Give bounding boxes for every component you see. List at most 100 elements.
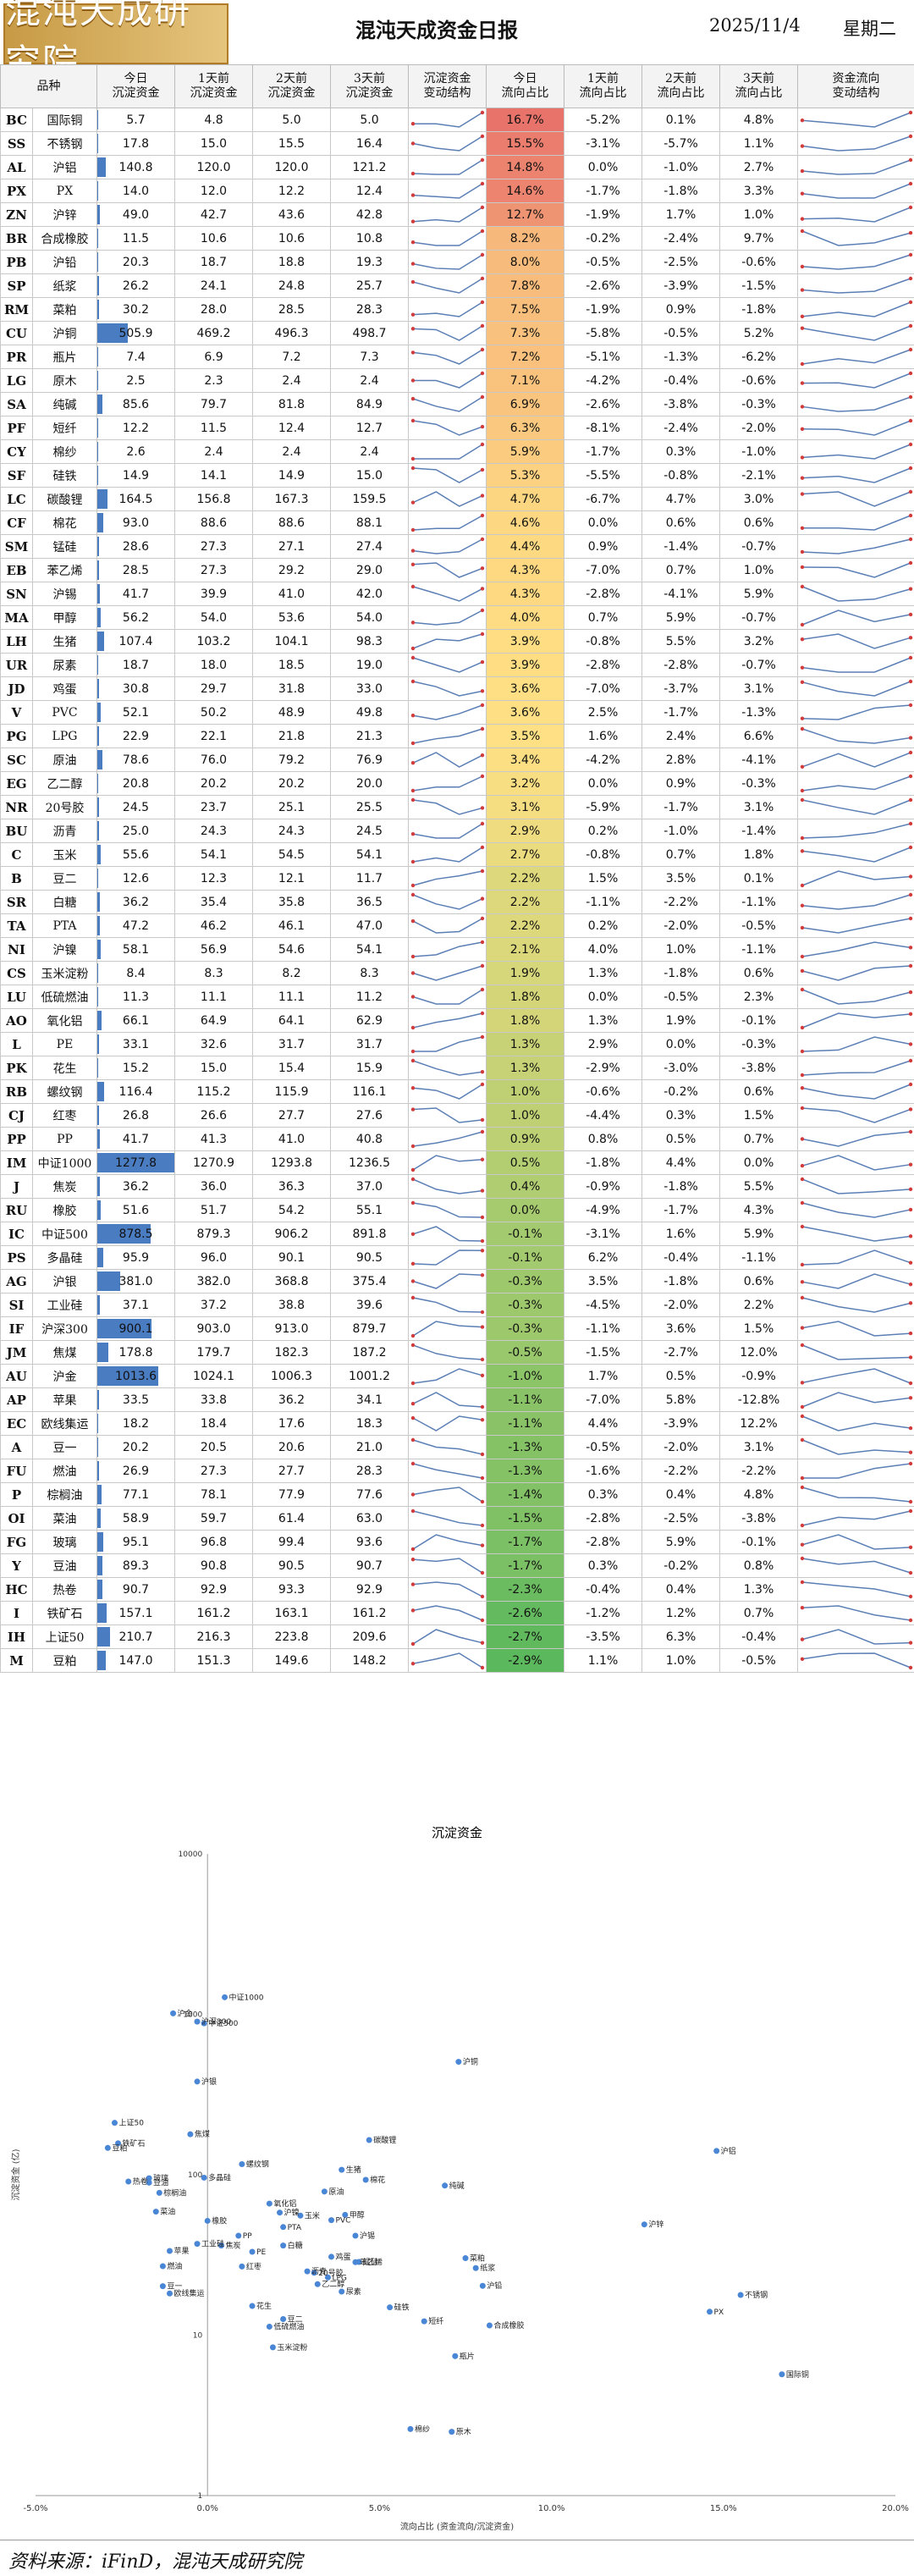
position-3d-ago: 40.8 bbox=[330, 1127, 409, 1151]
flow-trend-sparkline bbox=[800, 1012, 913, 1030]
flow-today: -1.0% bbox=[486, 1364, 564, 1388]
scatter-point-label: 不锈钢 bbox=[745, 2290, 768, 2300]
sparkline bbox=[801, 159, 911, 175]
flow-3d-ago: -0.7% bbox=[719, 653, 798, 677]
column-header: 1天前 沉淀资金 bbox=[174, 64, 253, 108]
sparkline bbox=[412, 1155, 483, 1171]
position-trend bbox=[408, 155, 487, 179]
contract-name: 沪铜 bbox=[32, 321, 97, 345]
column-header: 品种 bbox=[0, 64, 97, 108]
scatter-point bbox=[111, 2120, 118, 2126]
position-today: 12.2 bbox=[96, 416, 175, 440]
position-value: 41.7 bbox=[122, 1132, 150, 1146]
sparkline-end-marker bbox=[908, 157, 913, 163]
table-row: SM 锰硅 28.6 27.3 27.1 27.4 4.4% 0.9% -1.4% -0.7% bbox=[0, 534, 914, 559]
position-data-bar bbox=[97, 1580, 103, 1599]
sparkline-start-marker bbox=[800, 1177, 805, 1182]
position-data-bar bbox=[97, 489, 107, 509]
flow-2d-ago: 2.4% bbox=[641, 724, 720, 748]
flow-trend-sparkline bbox=[800, 1200, 913, 1218]
position-data-bar bbox=[97, 1271, 121, 1291]
flow-2d-ago: -2.0% bbox=[641, 1435, 720, 1459]
position-data-bar bbox=[97, 1343, 108, 1362]
flow-3d-ago: 5.5% bbox=[719, 1174, 798, 1199]
sparkline bbox=[801, 1605, 911, 1621]
scatter-point bbox=[280, 2242, 287, 2249]
sparkline bbox=[412, 1510, 483, 1526]
scatter-point-label: 欧线集运 bbox=[173, 2288, 204, 2298]
sparkline-end-marker bbox=[908, 587, 913, 591]
sparkline bbox=[801, 230, 911, 246]
sparkline-start-marker bbox=[410, 418, 416, 423]
position-trend-sparkline bbox=[410, 1155, 485, 1172]
flow-1d-ago: -5.2% bbox=[564, 108, 642, 132]
position-trend bbox=[408, 108, 487, 132]
sparkline-start-marker bbox=[800, 1224, 805, 1229]
flow-1d-ago: 2.9% bbox=[564, 1032, 642, 1056]
flow-trend bbox=[797, 392, 914, 416]
sparkline bbox=[801, 1487, 911, 1503]
table-row: LC 碳酸锂 164.5 156.8 167.3 159.5 4.7% -6.7% 4.7% 3.… bbox=[0, 487, 914, 511]
sparkline bbox=[412, 681, 483, 697]
position-1d-ago: 20.2 bbox=[174, 771, 253, 796]
x-tick-label: 5.0% bbox=[369, 2504, 390, 2513]
flow-2d-ago: -2.0% bbox=[641, 1293, 720, 1317]
position-3d-ago: 2.4 bbox=[330, 368, 409, 393]
flow-trend-sparkline bbox=[800, 418, 913, 436]
position-data-bar bbox=[97, 1485, 102, 1504]
position-1d-ago: 51.7 bbox=[174, 1198, 253, 1222]
sparkline bbox=[801, 467, 911, 483]
sparkline-start-marker bbox=[410, 1279, 416, 1283]
sparkline-start-marker bbox=[410, 883, 416, 888]
flow-trend bbox=[797, 1222, 914, 1246]
position-value: 89.3 bbox=[122, 1558, 150, 1573]
flow-trend bbox=[797, 1174, 914, 1199]
sparkline bbox=[801, 941, 911, 957]
flow-1d-ago: 3.5% bbox=[564, 1269, 642, 1294]
contract-code: PX bbox=[0, 179, 33, 203]
sparkline-end-marker bbox=[480, 1357, 485, 1362]
sparkline bbox=[801, 1084, 911, 1100]
flow-trend bbox=[797, 1435, 914, 1459]
position-trend-sparkline bbox=[410, 869, 485, 888]
sparkline-start-marker bbox=[410, 171, 416, 176]
position-trend-sparkline bbox=[410, 774, 485, 793]
scatter-point bbox=[201, 2174, 207, 2181]
contract-code: AG bbox=[0, 1269, 33, 1294]
scatter-point bbox=[314, 2281, 321, 2287]
table-row: NI 沪镍 58.1 56.9 54.6 54.1 2.1% 4.0% 1.0% -1.1% bbox=[0, 937, 914, 962]
table-row: AP 苹果 33.5 33.8 36.2 34.1 -1.1% -7.0% 5.8% -12.8% bbox=[0, 1387, 914, 1412]
flow-1d-ago: 0.0% bbox=[564, 771, 642, 796]
position-today: 58.1 bbox=[96, 937, 175, 962]
contract-code: CJ bbox=[0, 1103, 33, 1128]
scatter-point bbox=[407, 2425, 414, 2432]
position-1d-ago: 78.1 bbox=[174, 1482, 253, 1507]
flow-2d-ago: -3.7% bbox=[641, 676, 720, 701]
position-trend bbox=[408, 250, 487, 274]
flow-today: 0.5% bbox=[486, 1150, 564, 1175]
sparkline bbox=[412, 515, 483, 531]
flow-trend bbox=[797, 345, 914, 369]
position-trend-sparkline bbox=[410, 466, 485, 483]
sparkline-end-marker bbox=[908, 703, 913, 708]
sparkline-start-marker bbox=[410, 500, 416, 505]
flow-1d-ago: -5.9% bbox=[564, 795, 642, 819]
table-row: RM 菜粕 30.2 28.0 28.5 28.3 7.5% -1.9% 0.9% -1.8% bbox=[0, 297, 914, 322]
scatter-point-label: 短纤 bbox=[428, 2316, 443, 2326]
sparkline bbox=[802, 515, 911, 531]
column-header: 今日 沉淀资金 bbox=[96, 64, 175, 108]
position-trend-sparkline bbox=[410, 797, 485, 815]
flow-trend bbox=[797, 439, 914, 464]
scatter-point bbox=[239, 2263, 245, 2270]
flow-today: 2.2% bbox=[486, 890, 564, 914]
position-2d-ago: 27.7 bbox=[252, 1459, 331, 1483]
position-2d-ago: 12.4 bbox=[252, 416, 331, 440]
flow-2d-ago: -3.0% bbox=[641, 1056, 720, 1080]
flow-today: -1.3% bbox=[486, 1459, 564, 1483]
contract-name: 花生 bbox=[32, 1056, 97, 1080]
contract-code: CF bbox=[0, 510, 33, 535]
sparkline-end-marker bbox=[908, 252, 913, 257]
position-1d-ago: 36.0 bbox=[174, 1174, 253, 1199]
contract-name: 氧化铝 bbox=[32, 1008, 97, 1033]
position-trend bbox=[408, 1553, 487, 1578]
